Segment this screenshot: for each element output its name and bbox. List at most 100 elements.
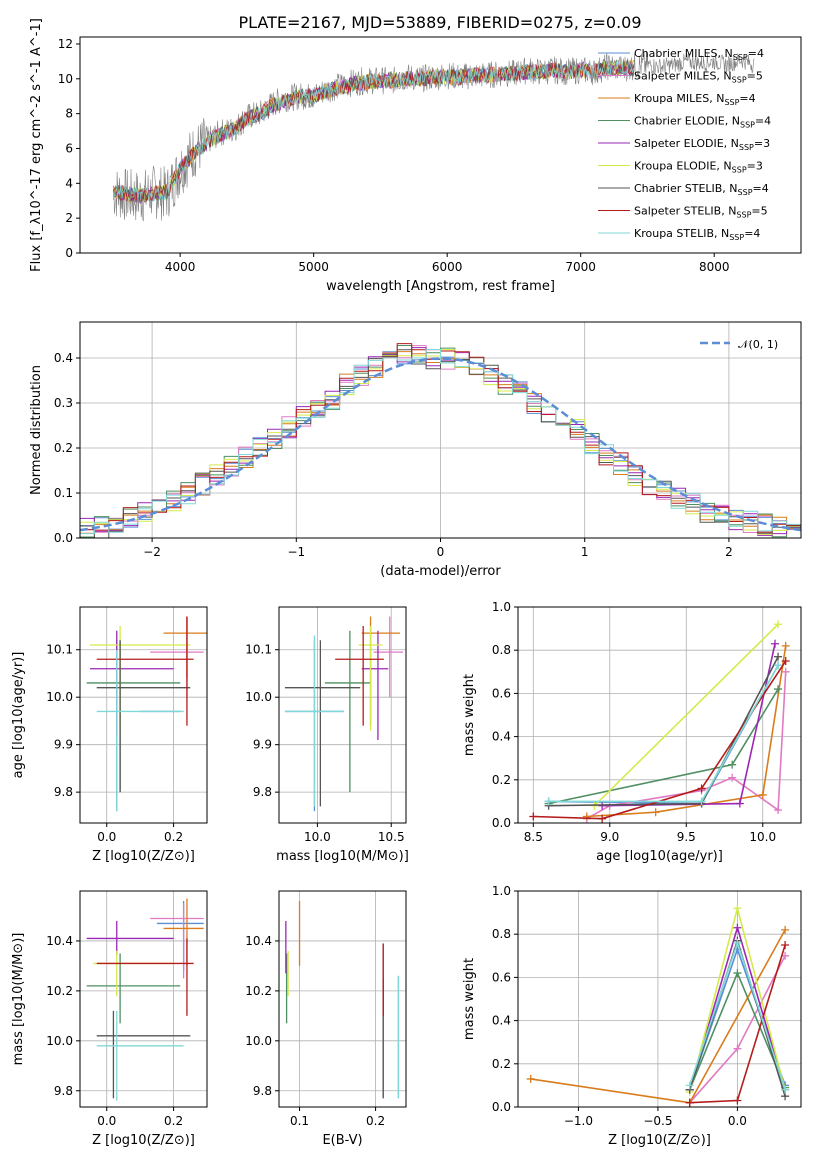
point-6: [96, 1010, 191, 1099]
marker: [598, 814, 607, 823]
y-tick-label: 0.0: [492, 816, 511, 830]
series-line: [548, 664, 779, 803]
x-tick-label: −2: [143, 545, 161, 559]
y-axis-label: Normed distribution: [29, 365, 44, 495]
y-tick-label: 0.0: [492, 1100, 511, 1114]
legend-eq: =3: [754, 137, 770, 150]
point-5: [93, 950, 174, 996]
series-7: [685, 941, 790, 1107]
marker: [651, 808, 660, 817]
legend-sub: SSP: [729, 233, 744, 242]
x-tick-label: 2: [725, 545, 733, 559]
series-8: [685, 938, 790, 1094]
series-0: [544, 661, 783, 808]
y-tick-label: 2: [65, 211, 73, 225]
marker: [774, 661, 783, 670]
legend-sub: SSP: [738, 188, 753, 197]
plot-area: [80, 343, 801, 538]
marker: [728, 760, 737, 769]
y-tick-label: 10.2: [46, 984, 73, 998]
y-tick-label: 0.4: [54, 351, 73, 365]
x-axis-label: Z [log10(Z/Z⊙)]: [92, 1133, 195, 1148]
y-tick-label: 6: [65, 141, 73, 155]
legend-normal: 𝒩(0, 1): [738, 338, 778, 351]
histogram-6: [80, 349, 801, 538]
marker: [735, 799, 744, 808]
axes-frame: [79, 606, 208, 824]
marker: [774, 620, 783, 629]
plot-area: [86, 898, 204, 1101]
marker: [544, 797, 553, 806]
x-tick-label: 1: [581, 545, 589, 559]
legend-eq: =3: [747, 160, 763, 173]
model-spectrum-8: [113, 60, 634, 202]
y-tick-label: 0.4: [492, 730, 511, 744]
y-tick-label: 9.8: [253, 785, 272, 799]
point-6: [284, 640, 361, 807]
x-tick-label: 8000: [699, 260, 730, 274]
y-axis-label: mass weight: [462, 674, 477, 756]
marker: [758, 790, 767, 799]
x-tick-label: 0.2: [366, 1114, 385, 1128]
plot-area: [529, 620, 790, 823]
panel-mass-vs-ebv: 0.1 0.2 9.8 10.0 10.2 10.4 E(B-V): [245, 890, 407, 1148]
marker: [733, 904, 742, 913]
plot-area: [113, 51, 755, 222]
x-tick-label: 0.0: [728, 1114, 747, 1128]
y-tick-label: 10.1: [46, 643, 73, 657]
axes-frame: [278, 890, 407, 1108]
x-axis-label: E(B-V): [322, 1133, 362, 1148]
point-3: [86, 640, 181, 793]
y-tick-label: 9.8: [54, 1084, 73, 1098]
legend-name: Chabrier STELIB, N: [634, 182, 738, 195]
legend-sub: SSP: [732, 76, 747, 85]
y-tick-label: 0.8: [492, 643, 511, 657]
legend-entry-7: Salpeter STELIB, NSSP=5: [634, 205, 768, 220]
x-tick-label: 0.2: [164, 830, 183, 844]
legend-name: Chabrier MILES, N: [634, 47, 733, 60]
y-tick-label: 9.9: [253, 738, 272, 752]
legend-sub: SSP: [739, 143, 754, 152]
y-tick-label: 1.0: [492, 884, 511, 898]
model-spectrum-6: [113, 59, 634, 203]
x-tick-label: 0.0: [97, 1114, 116, 1128]
x-tick-label: 0.1: [290, 1114, 309, 1128]
legend-entry-5: Kroupa ELODIE, NSSP=3: [634, 160, 763, 175]
panel-residuals: −2 −1 0 1 2 0.0 0.1 0.2 0.3 0.4 (data-model)/error…: [29, 321, 802, 579]
y-tick-label: 10.0: [46, 1034, 73, 1048]
y-tick-label: 8: [65, 107, 73, 121]
legend-sub: SSP: [732, 166, 747, 175]
series-line: [533, 660, 787, 820]
point-5: [358, 625, 383, 731]
y-tick-label: 4: [65, 176, 73, 190]
marker: [526, 1074, 535, 1083]
marker: [697, 784, 706, 793]
y-tick-label: 0.2: [54, 441, 73, 455]
point-1: [150, 616, 204, 698]
x-axis-label: wavelength [Angstrom, rest frame]: [326, 279, 555, 294]
panel-mass-vs-Z: 0.0 0.2 9.8 10.0 10.2 10.4 Z [log10(Z/Z⊙)] mass…: [11, 890, 208, 1148]
marker: [685, 1098, 694, 1107]
series-3: [544, 685, 783, 808]
x-tick-label: 4000: [165, 260, 196, 274]
plot-area: [526, 904, 790, 1107]
legend-eq: =4: [753, 182, 769, 195]
legend-entry-3: Chabrier ELODIE, NSSP=4: [634, 115, 771, 130]
legend-eq: =4: [739, 92, 755, 105]
figure-title: PLATE=2167, MJD=53889, FIBERID=0275, z=0…: [238, 13, 641, 32]
marker: [733, 969, 742, 978]
point-0: [156, 900, 204, 971]
y-tick-label: 0.2: [492, 1057, 511, 1071]
point-7: [335, 625, 384, 726]
y-tick-label: 10.0: [46, 690, 73, 704]
x-tick-label: 9.5: [677, 830, 696, 844]
x-axis-label: mass [log10(M/M⊙)]: [276, 849, 409, 864]
x-axis-label: Z [log10(Z/Z⊙)]: [608, 1133, 711, 1148]
legend-sub: SSP: [724, 98, 739, 107]
x-tick-label: 0.0: [97, 830, 116, 844]
series-line: [586, 671, 787, 820]
marker: [733, 938, 742, 947]
marker: [781, 641, 790, 650]
x-axis-label: age [log10(age/yr)]: [596, 849, 723, 864]
